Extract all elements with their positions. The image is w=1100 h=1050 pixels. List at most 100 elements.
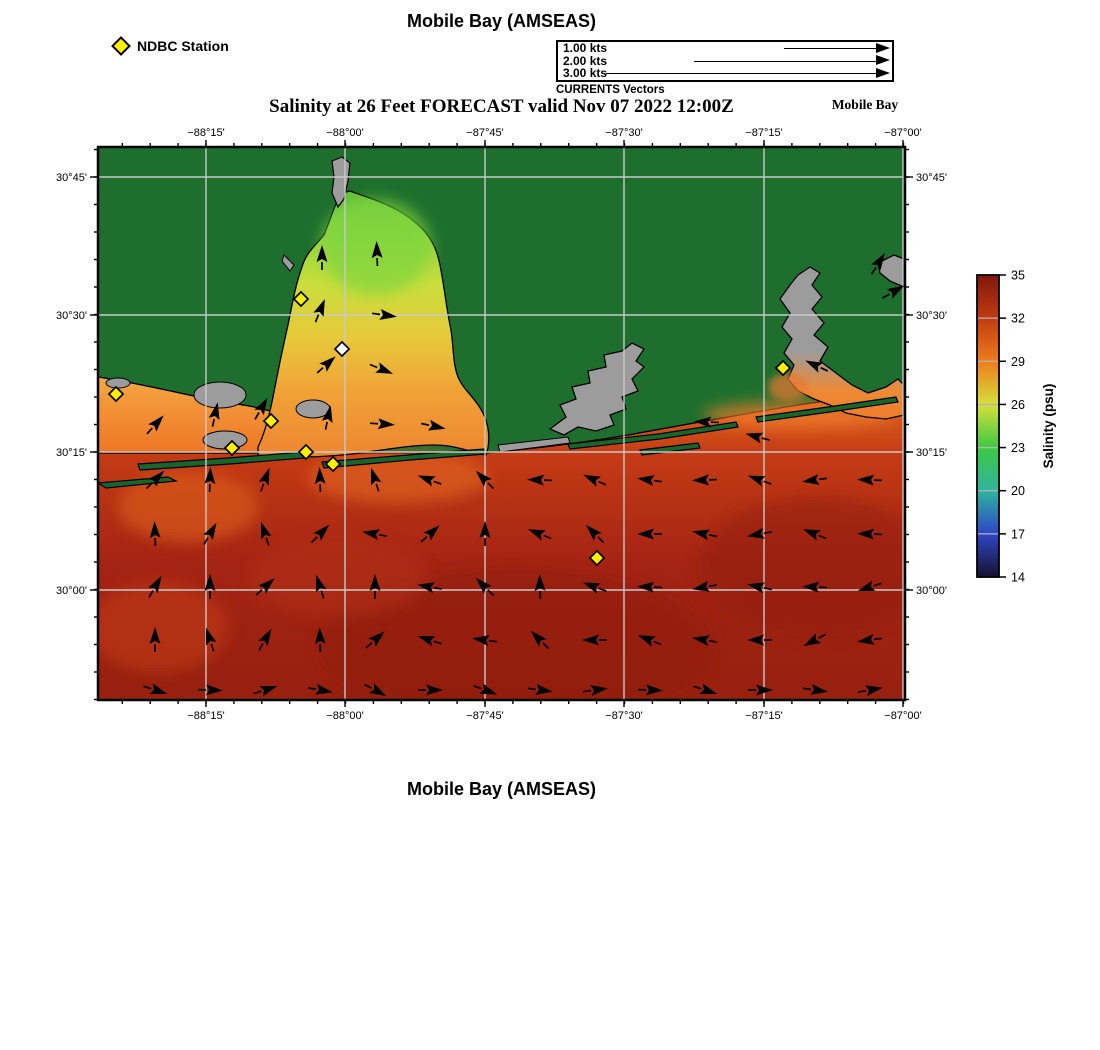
current-vector-arrow (692, 635, 717, 647)
current-vector-arrow (748, 684, 773, 696)
current-vector-arrow (802, 581, 828, 593)
axis-tick-label: 30°15' (56, 447, 87, 459)
axis-tick-label: −87°45' (466, 710, 503, 722)
axis-tick-label: −87°30' (605, 127, 642, 139)
masked-area (105, 377, 131, 389)
region-label: Mobile Bay (831, 97, 899, 112)
ndbc-station-marker (262, 412, 280, 430)
current-vector-arrow (417, 475, 442, 487)
current-vector-arrow (527, 683, 553, 695)
ndbc-station-marker (107, 385, 125, 403)
axis-tick-label: −88°15' (187, 710, 224, 722)
axis-tick-label: 30°30' (916, 310, 947, 322)
masked-area (281, 254, 295, 272)
current-vector-arrow (371, 308, 397, 320)
current-vector-arrow (149, 627, 161, 652)
current-vector-arrow (857, 580, 882, 592)
current-vector-arrow (747, 634, 772, 646)
current-vector-arrow (203, 522, 217, 545)
axis-tick-label: 30°15' (916, 447, 947, 459)
masked-area (295, 399, 331, 419)
current-vector-arrow (197, 684, 223, 696)
axis-tick-label: −87°15' (745, 127, 782, 139)
current-vector-arrow (253, 685, 278, 697)
current-vector-arrow (420, 525, 440, 543)
water-shading (98, 582, 228, 672)
water-shading (768, 373, 808, 401)
axis-tick-label: 30°00' (56, 585, 87, 597)
current-vector-arrow (637, 475, 663, 487)
colorbar: 35 32 29 26 23 20 17 14 Salinity (psu) (976, 269, 1056, 585)
current-vector-arrow (145, 470, 165, 490)
current-vector-arrow (585, 524, 605, 544)
current-vector-arrow (146, 415, 164, 435)
ndbc-legend-label: NDBC Station (137, 38, 229, 54)
current-vector-arrow (857, 633, 883, 645)
current-vector-arrow (308, 683, 333, 695)
barrier-island (567, 421, 739, 450)
current-vector-arrow (370, 467, 382, 492)
ndbc-station-marker (292, 290, 310, 308)
current-vector-arrow (148, 575, 162, 598)
current-vector-arrow (365, 631, 385, 649)
current-vector-arrow (316, 245, 328, 270)
arrowhead-icon (876, 42, 890, 53)
current-vector-arrow (254, 397, 268, 420)
current-vector-arrow (204, 467, 216, 493)
current-vector-arrow (475, 470, 495, 490)
arrowhead-icon (876, 55, 890, 66)
vector-arrow-3kt (606, 67, 890, 78)
current-vector-arrow (369, 574, 381, 599)
current-vector-arrow (637, 684, 663, 696)
axis-tick-label: −87°00' (884, 127, 921, 139)
current-vector-arrow (417, 582, 442, 594)
current-vector-arrow (803, 633, 826, 647)
current-vector-arrow (369, 418, 395, 430)
current-vector-arrow (857, 528, 883, 540)
mobile-bay-water (257, 190, 490, 458)
colorbar-gradient (977, 275, 999, 577)
bottom-title: Mobile Bay (AMSEAS) (406, 779, 597, 799)
current-vectors-layer (143, 241, 905, 697)
masked-area-estuary (548, 342, 645, 436)
current-vector-arrow (316, 356, 336, 374)
axis-ticks (90, 140, 913, 707)
current-vector-arrow (534, 574, 546, 600)
water-shading (318, 567, 718, 700)
current-vector-arrow (258, 467, 270, 492)
current-vector-arrow (527, 529, 552, 541)
colorbar-tick-label: 17 (1011, 527, 1025, 541)
current-vector-arrow (371, 241, 383, 267)
current-vector-arrow (802, 529, 827, 541)
current-vector-arrow (582, 634, 607, 646)
masked-area (202, 430, 248, 450)
current-vector-arrow (527, 474, 553, 486)
colorbar-tick-label: 32 (1011, 312, 1025, 326)
current-vector-arrow (149, 521, 161, 547)
current-vector-arrow (583, 474, 607, 487)
current-vector-arrow (255, 578, 275, 596)
current-vector-arrow (882, 285, 905, 299)
current-vector-arrow (362, 529, 387, 541)
water-shading (248, 537, 428, 617)
current-vector-arrow (315, 574, 327, 599)
ndbc-station-marker (774, 359, 792, 377)
current-vector-arrow (314, 627, 326, 653)
current-vector-arrow (313, 298, 325, 323)
axis-tick-label: −87°30' (605, 710, 642, 722)
current-vector-arrow (857, 474, 883, 486)
current-vector-arrow (747, 527, 772, 539)
map-area (98, 147, 905, 700)
current-vector-arrow (747, 582, 772, 594)
axis-tick-label: 30°00' (916, 585, 947, 597)
axis-tick-label: −87°15' (745, 710, 782, 722)
ndbc-legend: NDBC Station (111, 36, 229, 56)
barrier-island (321, 448, 487, 469)
current-vector-arrow (143, 683, 168, 695)
colorbar-tick-label: 29 (1011, 355, 1025, 369)
colorbar-tick-label: 20 (1011, 484, 1025, 498)
current-vector-arrow (473, 683, 498, 695)
colorbar-border (976, 274, 1000, 578)
